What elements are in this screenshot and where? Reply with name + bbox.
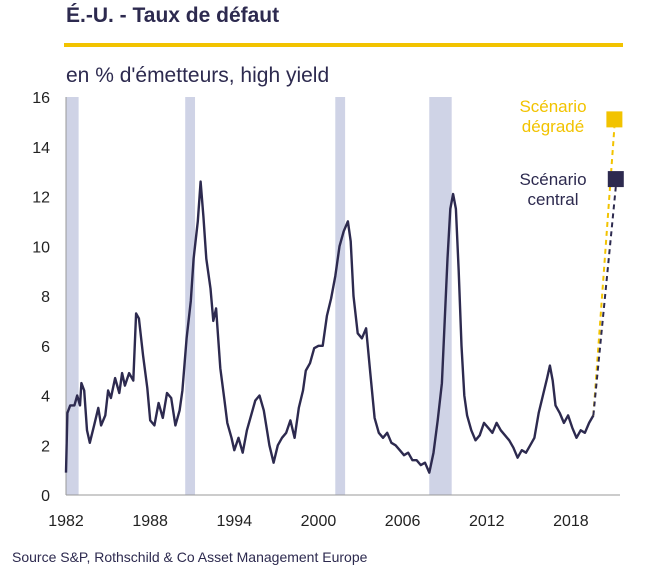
y-tick-label: 12 — [32, 190, 50, 207]
y-tick-label: 14 — [32, 140, 50, 157]
scenario-central-line — [592, 186, 617, 416]
chart-subtitle: en % d'émetteurs, high yield — [66, 64, 330, 87]
x-tick-label: 1982 — [48, 513, 84, 530]
x-tick-label: 2000 — [301, 513, 337, 530]
scenario-adverse-line — [592, 127, 616, 416]
y-tick-label: 16 — [32, 90, 50, 107]
scenario-central-label: Scénario — [519, 170, 586, 189]
scenario-adverse-label: dégradé — [522, 117, 584, 136]
recession-band — [429, 97, 452, 495]
x-tick-label: 2018 — [553, 513, 589, 530]
series-layer — [64, 180, 595, 474]
scenario-central-label: central — [527, 190, 578, 209]
x-tick-label: 2012 — [469, 513, 505, 530]
scenario-central-marker — [607, 171, 624, 188]
y-tick-label: 8 — [41, 289, 50, 306]
default-rate-line — [64, 180, 595, 474]
chart-title: É.-U. - Taux de défaut — [66, 4, 280, 27]
recession-band — [66, 97, 79, 495]
tick-labels: 0 2 4 6 8 10 12 14 16 1982 1988 1994 2000 2006 2012 201… — [32, 90, 589, 530]
x-tick-label: 1988 — [132, 513, 168, 530]
recession-band — [335, 97, 346, 495]
y-tick-label: 2 — [41, 438, 50, 455]
title-underline — [64, 43, 623, 47]
y-tick-label: 10 — [32, 239, 50, 256]
recession-bands — [66, 97, 452, 495]
source-note: Source S&P, Rothschild & Co Asset Manage… — [12, 549, 368, 565]
y-tick-label: 6 — [41, 339, 50, 356]
scenario-adverse-label: Scénario — [519, 97, 586, 116]
scenario-adverse-marker — [606, 111, 623, 128]
y-tick-label: 0 — [41, 488, 50, 505]
x-tick-label: 2006 — [385, 513, 421, 530]
y-tick-label: 4 — [41, 389, 50, 406]
x-tick-label: 1994 — [217, 513, 253, 530]
